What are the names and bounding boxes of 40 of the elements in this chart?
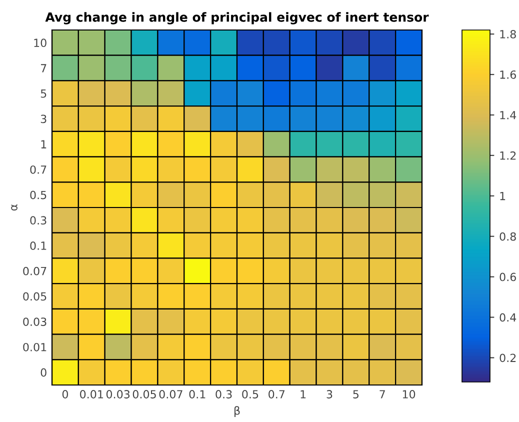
color-bar-label: 1.8 (500, 30, 516, 38)
chart-title: Avg change in angle of principal eigvec of inert tensor (45, 12, 429, 24)
x-tick-label: 0.07 (159, 390, 182, 398)
y-tick-label: 0.03 (23, 318, 46, 326)
x-tick-label: 0.05 (132, 390, 156, 398)
color-bar-label: 0.6 (500, 272, 516, 282)
y-tick-label: 5 (40, 90, 46, 98)
color-bar-label: 0.4 (500, 313, 516, 322)
x-tick-label: 3 (326, 390, 332, 398)
x-tick-label: 0.7 (268, 390, 285, 398)
color-bar-label: 1.4 (500, 111, 516, 120)
y-axis-title: α (11, 204, 18, 211)
y-tick-label: 3 (40, 114, 46, 124)
color-bar-label: 1.2 (500, 151, 516, 160)
y-tick-label: 0.07 (23, 266, 46, 276)
y-tick-label: 7 (40, 64, 46, 72)
x-tick-label: 5 (353, 390, 358, 398)
x-tick-label: 0.03 (106, 390, 130, 398)
y-tick-label: 0.3 (30, 216, 46, 225)
y-tick-label: 0.1 (30, 242, 46, 250)
y-tick-label: 0.5 (30, 190, 46, 200)
x-tick-label: 10 (402, 390, 416, 398)
y-tick-label: 0.01 (23, 342, 46, 352)
y-tick-label: 0.05 (23, 292, 46, 301)
x-tick-label: 0.01 (80, 390, 103, 398)
y-tick-label: 0 (40, 368, 46, 377)
x-tick-label: 0.3 (216, 390, 232, 398)
color-bar-label: 0.2 (500, 354, 516, 362)
y-tick-label: 0.7 (30, 165, 46, 174)
x-tick-label: 1 (300, 390, 306, 398)
y-tick-label: 10 (34, 38, 46, 48)
y-tick-label: 1 (41, 140, 46, 148)
x-axis-title: β (234, 406, 240, 417)
x-tick-label: 0.1 (189, 390, 206, 398)
x-tick-label: 0.5 (242, 390, 258, 398)
color-bar-label: 0.8 (500, 232, 516, 241)
x-tick-label: 7 (380, 390, 385, 398)
color-bar-label: 1 (500, 192, 506, 200)
color-bar-label: 1.6 (500, 70, 516, 79)
x-tick-label: 0 (62, 390, 68, 398)
